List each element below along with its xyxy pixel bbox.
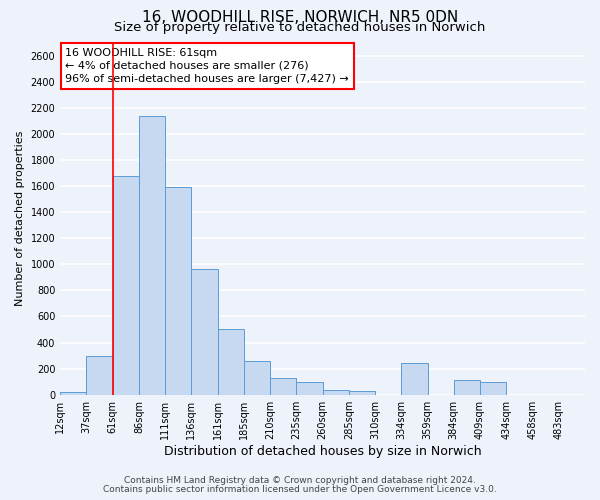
Bar bbox=[349, 391, 375, 394]
Text: Contains HM Land Registry data © Crown copyright and database right 2024.: Contains HM Land Registry data © Crown c… bbox=[124, 476, 476, 485]
Bar bbox=[480, 382, 506, 394]
Bar bbox=[323, 390, 349, 394]
Bar bbox=[86, 356, 113, 395]
Text: 16, WOODHILL RISE, NORWICH, NR5 0DN: 16, WOODHILL RISE, NORWICH, NR5 0DN bbox=[142, 10, 458, 25]
Bar bbox=[165, 188, 191, 394]
Bar bbox=[401, 364, 428, 394]
Bar bbox=[113, 176, 139, 394]
Bar bbox=[60, 392, 86, 394]
Y-axis label: Number of detached properties: Number of detached properties bbox=[15, 131, 25, 306]
Bar bbox=[139, 116, 165, 394]
Bar bbox=[244, 362, 270, 394]
X-axis label: Distribution of detached houses by size in Norwich: Distribution of detached houses by size … bbox=[164, 444, 481, 458]
Text: Contains public sector information licensed under the Open Government Licence v3: Contains public sector information licen… bbox=[103, 485, 497, 494]
Bar bbox=[191, 270, 218, 394]
Text: 16 WOODHILL RISE: 61sqm
← 4% of detached houses are smaller (276)
96% of semi-de: 16 WOODHILL RISE: 61sqm ← 4% of detached… bbox=[65, 48, 349, 84]
Bar bbox=[270, 378, 296, 394]
Text: Size of property relative to detached houses in Norwich: Size of property relative to detached ho… bbox=[115, 21, 485, 34]
Bar bbox=[296, 382, 323, 394]
Bar bbox=[218, 329, 244, 394]
Bar bbox=[454, 380, 480, 394]
